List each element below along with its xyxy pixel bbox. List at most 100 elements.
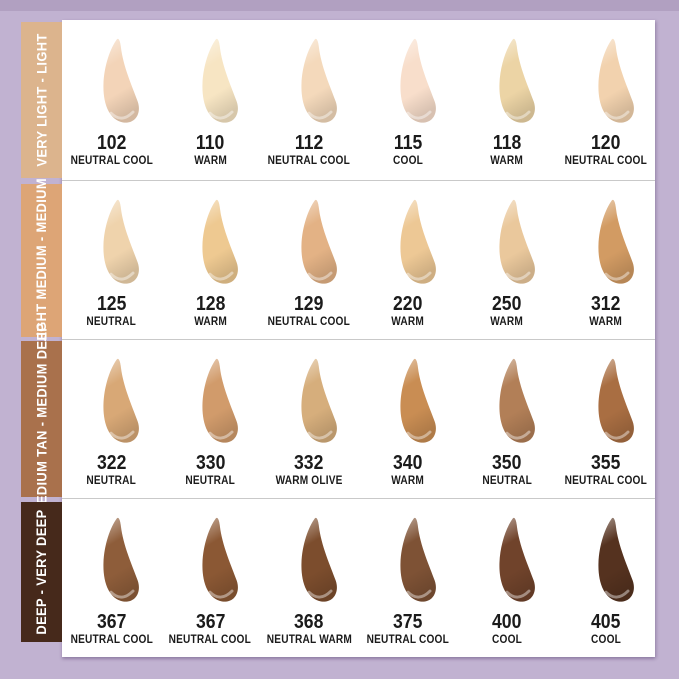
shade-number: 112 [294,132,324,154]
shade-cell: 312 WARM [556,181,655,339]
shade-number: 400 [492,611,522,633]
row-group-medium-tan: 322 NEUTRAL 330 NEUTRAL 332 WA [62,339,655,498]
shade-cell: 102 NEUTRAL COOL [62,20,161,180]
row-group-very-light: 102 NEUTRAL COOL 110 WARM 112 [62,20,655,180]
shade-cell: 367 NEUTRAL COOL [161,499,260,657]
shade-undertone: NEUTRAL COOL [267,316,351,328]
swatch-smear-icon [499,38,535,123]
shade-cell: 350 NEUTRAL [457,340,556,498]
shade-cell: 220 WARM [359,181,458,339]
shade-cell: 332 WARM OLIVE [260,340,359,498]
swatch-smear-icon [202,199,239,284]
shade-cell: 375 NEUTRAL COOL [359,499,458,657]
shade-undertone: NEUTRAL [481,475,532,487]
swatch-smear-icon [598,199,634,284]
sidebar-label-text: VERY LIGHT - LIGHT [33,33,50,167]
shade-undertone: NEUTRAL COOL [70,155,153,167]
shade-undertone: NEUTRAL COOL [564,475,647,487]
shade-number: 220 [393,293,423,315]
shade-undertone: NEUTRAL [86,316,137,328]
shade-undertone: COOL [392,155,423,167]
shade-number: 332 [294,452,324,474]
shade-number: 125 [96,293,127,315]
row-group-deep: 367 NEUTRAL COOL 367 NEUTRAL COOL 368 [62,498,655,657]
swatch-smear-icon [400,38,436,123]
shade-undertone: NEUTRAL [86,475,137,487]
shade-cell: 355 NEUTRAL COOL [556,340,655,498]
shade-number: 368 [294,611,324,633]
shade-undertone: NEUTRAL COOL [169,634,252,646]
shade-number: 128 [195,293,225,315]
swatch-smear-icon [103,38,140,123]
shade-undertone: WARM [193,155,227,167]
shade-cell: 400 COOL [457,499,556,657]
swatch-smear-icon [103,358,140,443]
shade-cell: 405 COOL [556,499,655,657]
swatch-smear-icon [103,199,140,284]
row-group-light-medium: 125 NEUTRAL 128 WARM 129 NEUTR [62,180,655,339]
shade-undertone: WARM [490,316,524,328]
shade-cell: 120 NEUTRAL COOL [556,20,655,180]
shade-number: 375 [393,611,423,633]
swatch-smear-icon [301,199,337,284]
sidebar-label-text: MEDIUM TAN - MEDIUM DEEP [33,322,50,516]
shade-undertone: WARM [589,316,622,328]
shade-number: 102 [96,132,127,154]
shade-number: 355 [590,452,621,474]
shade-cell: 125 NEUTRAL [62,181,161,339]
swatch-smear-icon [400,199,436,284]
shade-cell: 129 NEUTRAL COOL [260,181,359,339]
sidebar-group-medium-tan: MEDIUM TAN - MEDIUM DEEP [21,323,62,515]
swatch-smear-icon [598,358,634,443]
shade-number: 330 [195,452,225,474]
swatch-smear-icon [598,38,634,123]
shade-number: 110 [196,132,225,154]
sidebar-group-deep: DEEP - VERY DEEP [21,502,62,642]
shade-cell: 330 NEUTRAL [161,340,260,498]
sidebar-group-light-medium: LIGHT MEDIUM - MEDIUM [21,178,62,343]
swatch-smear-icon [202,517,239,602]
shade-undertone: COOL [491,634,522,646]
swatch-smear-icon [301,358,337,443]
shade-cell: 367 NEUTRAL COOL [62,499,161,657]
swatch-smear-icon [499,358,535,443]
swatch-smear-icon [202,358,239,443]
shade-undertone: NEUTRAL COOL [366,634,450,646]
shade-number: 115 [393,132,423,154]
sidebar-label-text: DEEP - VERY DEEP [33,509,50,635]
swatch-smear-icon [499,517,535,602]
shade-cell: 118 WARM [457,20,556,180]
shade-cell: 128 WARM [161,181,260,339]
shade-undertone: WARM [391,316,425,328]
sidebar-label-text: LIGHT MEDIUM - MEDIUM [33,177,50,344]
shade-cell: 115 COOL [359,20,458,180]
shade-number: 120 [590,132,621,154]
shade-number: 118 [492,132,521,154]
shade-undertone: NEUTRAL [185,475,236,487]
shade-number: 312 [590,293,621,315]
shade-number: 129 [294,293,324,315]
swatch-smear-icon [202,38,239,123]
shade-undertone: WARM [490,155,524,167]
shade-number: 350 [492,452,522,474]
shade-undertone: NEUTRAL COOL [267,155,351,167]
shade-cell: 110 WARM [161,20,260,180]
shade-cell: 322 NEUTRAL [62,340,161,498]
shade-number: 250 [492,293,522,315]
shade-number: 367 [195,611,225,633]
shade-cell: 368 NEUTRAL WARM [260,499,359,657]
swatch-smear-icon [400,517,436,602]
shade-undertone: NEUTRAL WARM [266,634,352,646]
shade-number: 367 [96,611,127,633]
swatch-smear-icon [301,38,337,123]
shade-undertone: NEUTRAL COOL [70,634,153,646]
shade-number: 322 [96,452,127,474]
sidebar-group-very-light: VERY LIGHT - LIGHT [21,22,62,178]
swatch-smear-icon [103,517,140,602]
shade-cell: 250 WARM [457,181,556,339]
shade-undertone: NEUTRAL COOL [564,155,647,167]
swatch-smear-icon [598,517,634,602]
shade-number: 405 [590,611,621,633]
swatch-smear-icon [301,517,337,602]
swatch-smear-icon [400,358,436,443]
